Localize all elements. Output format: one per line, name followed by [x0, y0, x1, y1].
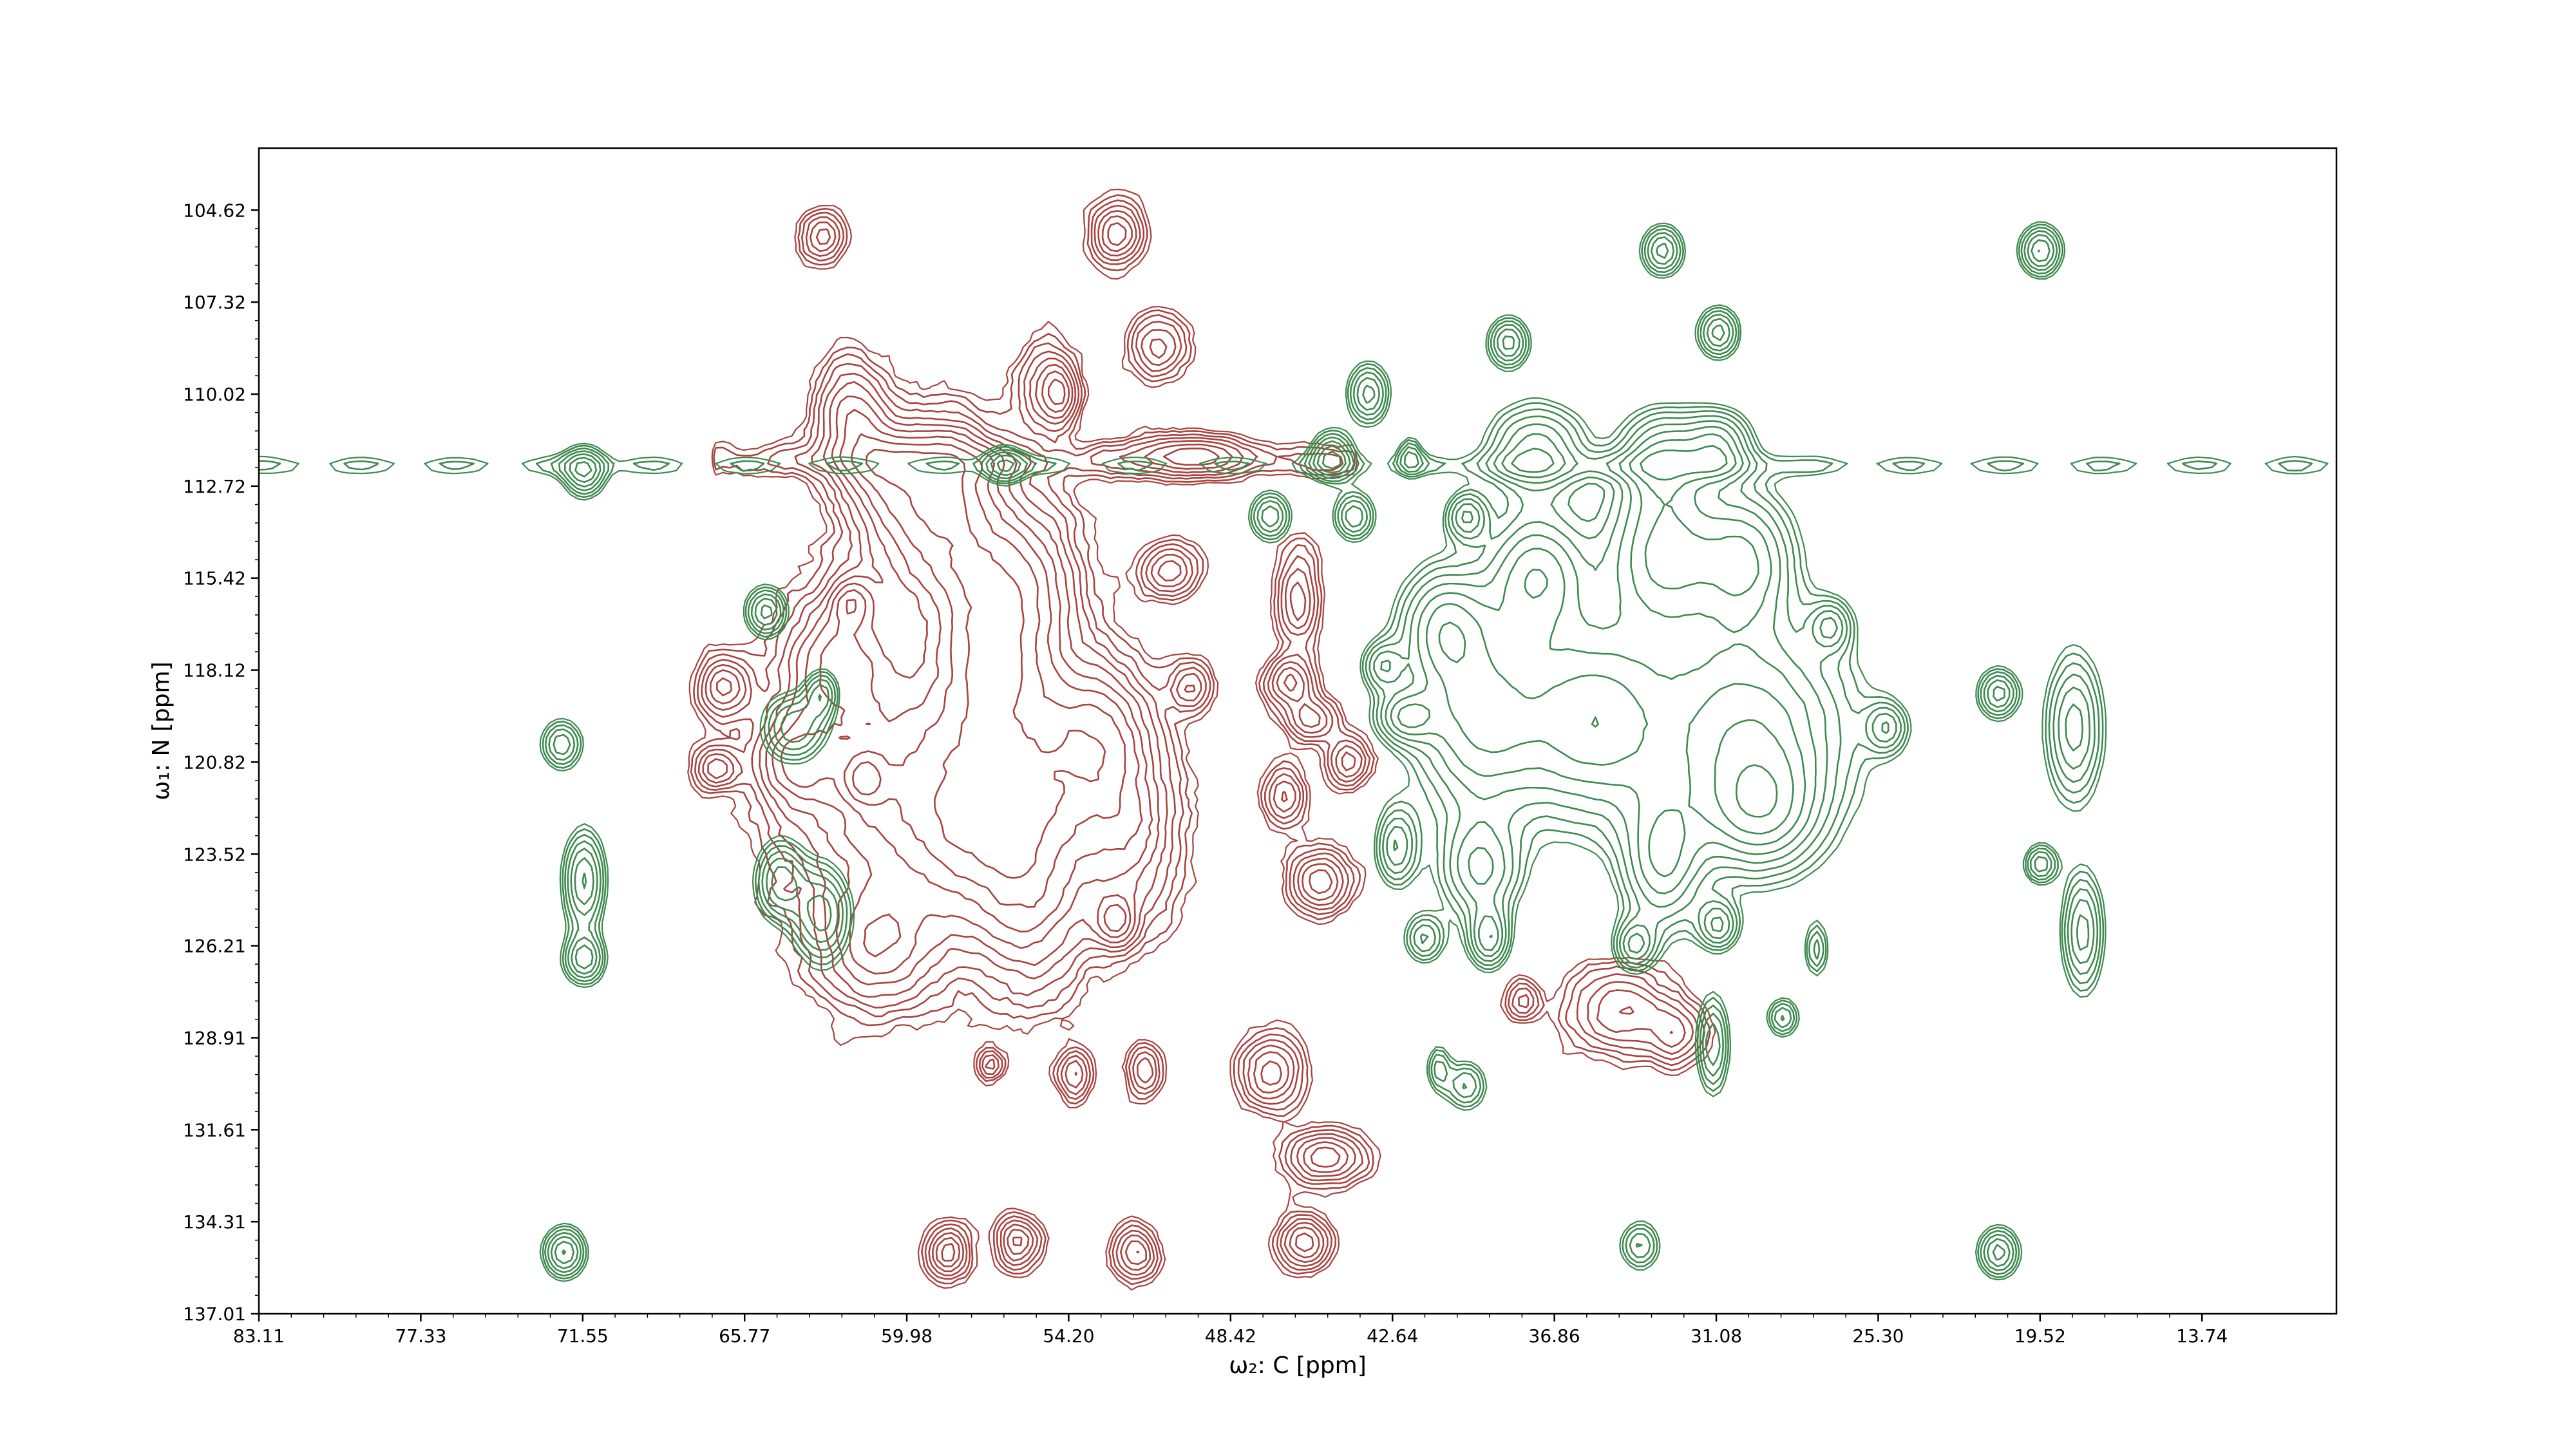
y-tick-label: 123.52 — [183, 844, 246, 865]
negative-contour-level — [550, 234, 2095, 1269]
x-tick-label: 36.86 — [1529, 1325, 1580, 1347]
contour-plot-area — [259, 188, 2329, 1291]
y-tick-label: 137.01 — [183, 1303, 246, 1325]
negative-contour-level — [1735, 764, 1778, 818]
negative-contour-level — [259, 223, 2313, 1280]
y-axis-label: ω₁: N [ppm] — [148, 661, 175, 800]
negative-contour-level — [562, 249, 2041, 1255]
y-tick-label: 128.91 — [183, 1027, 246, 1048]
negative-contours — [259, 221, 2329, 1282]
y-tick-label: 112.72 — [183, 476, 246, 497]
x-tick-label: 71.55 — [557, 1325, 609, 1347]
y-tick-label: 118.12 — [183, 660, 246, 681]
positive-contour-level — [716, 222, 1673, 1262]
positive-contour-level — [780, 378, 1143, 958]
negative-contour-level — [1438, 445, 1794, 835]
y-tick-label: 134.31 — [183, 1211, 246, 1233]
x-tick-label: 83.11 — [233, 1325, 285, 1347]
positive-contour-level — [707, 215, 1686, 1267]
y-tick-label: 110.02 — [183, 384, 246, 405]
positive-contour-level — [694, 199, 1705, 1280]
x-tick-label: 54.20 — [1043, 1325, 1094, 1347]
y-axis: 104.62 107.32 110.02 112.72 115.42 118.12 120.… — [183, 200, 259, 1325]
x-tick-label: 48.42 — [1205, 1325, 1256, 1347]
x-tick-label: 59.98 — [881, 1325, 933, 1347]
positive-contour-level — [702, 210, 1694, 1273]
negative-contour-level — [547, 230, 2099, 1273]
x-tick-label: 25.30 — [1852, 1325, 1904, 1347]
x-tick-label: 13.74 — [2176, 1325, 2228, 1347]
y-tick-label: 107.32 — [183, 292, 246, 313]
y-tick-label: 115.42 — [183, 568, 246, 589]
positive-contour-level — [697, 204, 1700, 1276]
positive-contours — [687, 188, 1716, 1291]
y-tick-label: 104.62 — [183, 200, 246, 221]
positive-contour-level — [851, 448, 1106, 879]
negative-contour-level — [544, 226, 2101, 1277]
y-tick-label: 120.82 — [183, 752, 246, 773]
x-tick-label: 42.64 — [1367, 1325, 1418, 1347]
plot-frame — [258, 147, 2338, 1315]
x-tick-label: 19.52 — [2014, 1325, 2066, 1347]
negative-contour-level — [554, 239, 2090, 1265]
negative-contour-level — [259, 221, 2329, 1282]
x-axis-label: ω₂: C [ppm] — [1229, 1352, 1367, 1379]
y-tick-label: 131.61 — [183, 1119, 246, 1141]
y-tick-label: 126.21 — [183, 936, 246, 957]
x-axis: 83.11 77.33 71.55 65.77 59.98 54.20 48.42 42.64… — [233, 1314, 2228, 1347]
x-tick-label: 31.08 — [1690, 1325, 1742, 1347]
x-tick-label: 65.77 — [719, 1325, 770, 1347]
x-tick-label: 77.33 — [395, 1325, 446, 1347]
